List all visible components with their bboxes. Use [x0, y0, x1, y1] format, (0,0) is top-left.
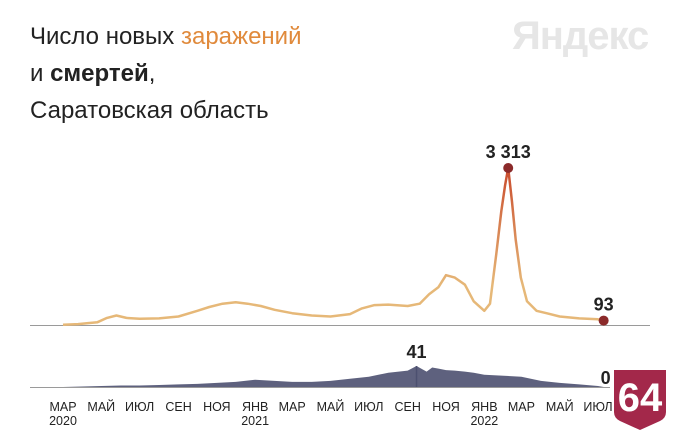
x-tick-year: 2020 [49, 414, 77, 428]
x-tick-label: ЯНВ [242, 400, 268, 414]
x-tick-label: МАР [279, 400, 306, 414]
title-text: , [148, 60, 156, 87]
x-tick-label: МАР [508, 400, 535, 414]
x-tick-label: НОЯ [432, 400, 460, 414]
deaths-data-label: 41 [407, 342, 427, 362]
x-tick-label: СЕН [165, 400, 191, 414]
title-deaths-word: смертей [50, 60, 149, 87]
x-tick-label: ИЮЛ [354, 400, 383, 414]
yandex-watermark: Яндекс [512, 14, 649, 58]
x-tick-label: МАЙ [317, 399, 345, 414]
deaths-area [63, 366, 604, 387]
x-tick-label: ИЮЛ [583, 400, 612, 414]
title-text: Число новых [30, 23, 181, 50]
x-tick-year: 2022 [470, 414, 498, 428]
infections-line [62, 166, 604, 327]
title-line-1: Число новых заражений [30, 18, 301, 55]
region-badge: 64 [611, 368, 669, 432]
chart-title: Число новых заражений и смертей, Саратов… [30, 18, 301, 129]
x-tick-label: ЯНВ [471, 400, 497, 414]
x-tick-label: МАЙ [87, 399, 115, 414]
title-line-2: и смертей, [30, 55, 301, 92]
badge-shield-icon [614, 370, 666, 430]
x-tick-label: СЕН [395, 400, 421, 414]
infections-marker [503, 163, 514, 173]
infections-data-label: 3 313 [486, 142, 531, 162]
infections-data-label: 93 [594, 295, 614, 315]
badge-number: 64 [617, 376, 663, 420]
x-tick-label: НОЯ [203, 400, 231, 414]
infections-marker [598, 315, 609, 326]
deaths-data-label: 0 [601, 368, 611, 388]
title-text: и [30, 60, 51, 87]
title-region: Саратовская область [30, 97, 269, 124]
title-infections-word: заражений [180, 23, 302, 50]
x-tick-label: МАЙ [546, 399, 574, 414]
x-tick-year: 2021 [241, 414, 269, 428]
x-tick-label: ИЮЛ [125, 400, 154, 414]
x-tick-label: МАР [49, 400, 76, 414]
